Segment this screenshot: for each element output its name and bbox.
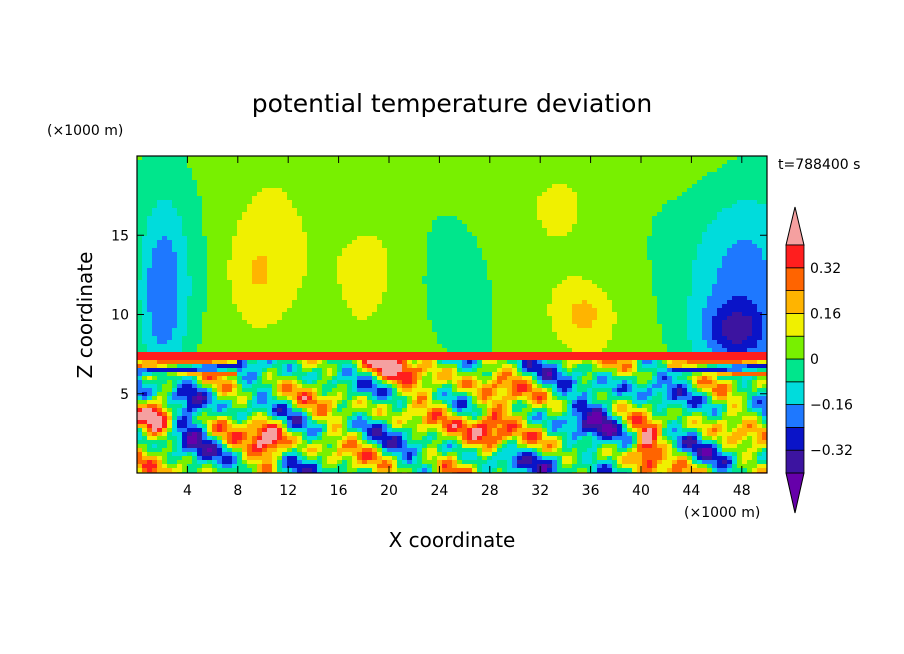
x-tick-label: 40	[632, 483, 650, 499]
x-tick-label: 28	[481, 483, 499, 499]
y-axis-label: Z coordinate	[73, 252, 97, 379]
colorbar-band	[785, 267, 805, 291]
colorbar-label: 0	[810, 352, 819, 368]
colorbar-band	[785, 449, 805, 474]
x-tick-label: 24	[430, 483, 448, 499]
contour-field	[137, 156, 767, 473]
colorbar-band	[785, 335, 805, 360]
x-tick-label: 16	[330, 483, 348, 499]
colorbar-extend-max	[785, 206, 805, 246]
chart-title: potential temperature deviation	[252, 89, 652, 118]
time-label: t=788400 s	[778, 157, 860, 173]
colorbar: 0.32 0.16 0 −0.16 −0.32	[785, 206, 853, 514]
colorbar-label: 0.16	[810, 306, 841, 322]
colorbar-band	[785, 381, 805, 405]
x-tick-label: 4	[183, 483, 192, 499]
x-unit-label: (×1000 m)	[684, 505, 760, 521]
colorbar-extend-min	[785, 472, 805, 514]
colorbar-label: 0.32	[810, 261, 841, 277]
y-tick-label: 15	[111, 228, 129, 244]
y-axis: 5 10 15	[111, 228, 767, 403]
colorbar-band	[785, 244, 805, 269]
colorbar-band	[785, 426, 805, 451]
x-tick-label: 20	[380, 483, 398, 499]
x-axis: 4 8 12 16 20 24 28 32 36 40 44 48	[183, 156, 751, 499]
x-tick-label: 8	[233, 483, 242, 499]
x-tick-label: 12	[279, 483, 297, 499]
x-tick-label: 48	[733, 483, 751, 499]
x-tick-label: 36	[582, 483, 600, 499]
x-axis-label: X coordinate	[389, 528, 516, 552]
colorbar-band	[785, 404, 805, 428]
y-tick-label: 10	[111, 308, 129, 324]
y-tick-label: 5	[120, 387, 129, 403]
colorbar-band	[785, 358, 805, 383]
x-tick-label: 44	[682, 483, 700, 499]
colorbar-band	[785, 290, 805, 314]
colorbar-band	[785, 312, 805, 337]
x-tick-label: 32	[531, 483, 549, 499]
y-unit-label: (×1000 m)	[47, 123, 123, 139]
colorbar-label: −0.16	[810, 398, 853, 414]
colorbar-label: −0.32	[810, 443, 853, 459]
